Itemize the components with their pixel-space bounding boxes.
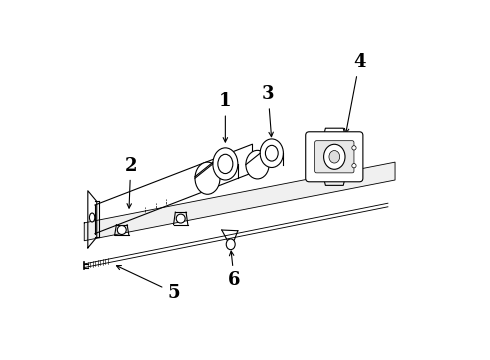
Ellipse shape (352, 163, 356, 168)
FancyBboxPatch shape (306, 132, 363, 182)
Text: 4: 4 (344, 53, 366, 133)
Ellipse shape (213, 148, 238, 180)
Ellipse shape (352, 146, 356, 150)
Text: 1: 1 (219, 93, 232, 142)
Ellipse shape (246, 150, 269, 179)
Ellipse shape (260, 139, 283, 167)
FancyBboxPatch shape (315, 141, 354, 173)
Ellipse shape (195, 162, 220, 194)
Ellipse shape (117, 226, 126, 234)
Ellipse shape (176, 214, 185, 223)
Text: 2: 2 (124, 157, 137, 208)
Text: 3: 3 (262, 85, 274, 137)
Ellipse shape (329, 150, 340, 163)
Ellipse shape (218, 154, 233, 174)
Ellipse shape (226, 239, 235, 249)
Polygon shape (84, 162, 395, 241)
Text: 5: 5 (117, 266, 180, 302)
Ellipse shape (323, 144, 345, 169)
Text: 6: 6 (228, 251, 241, 289)
Ellipse shape (90, 213, 95, 222)
Ellipse shape (266, 145, 278, 161)
